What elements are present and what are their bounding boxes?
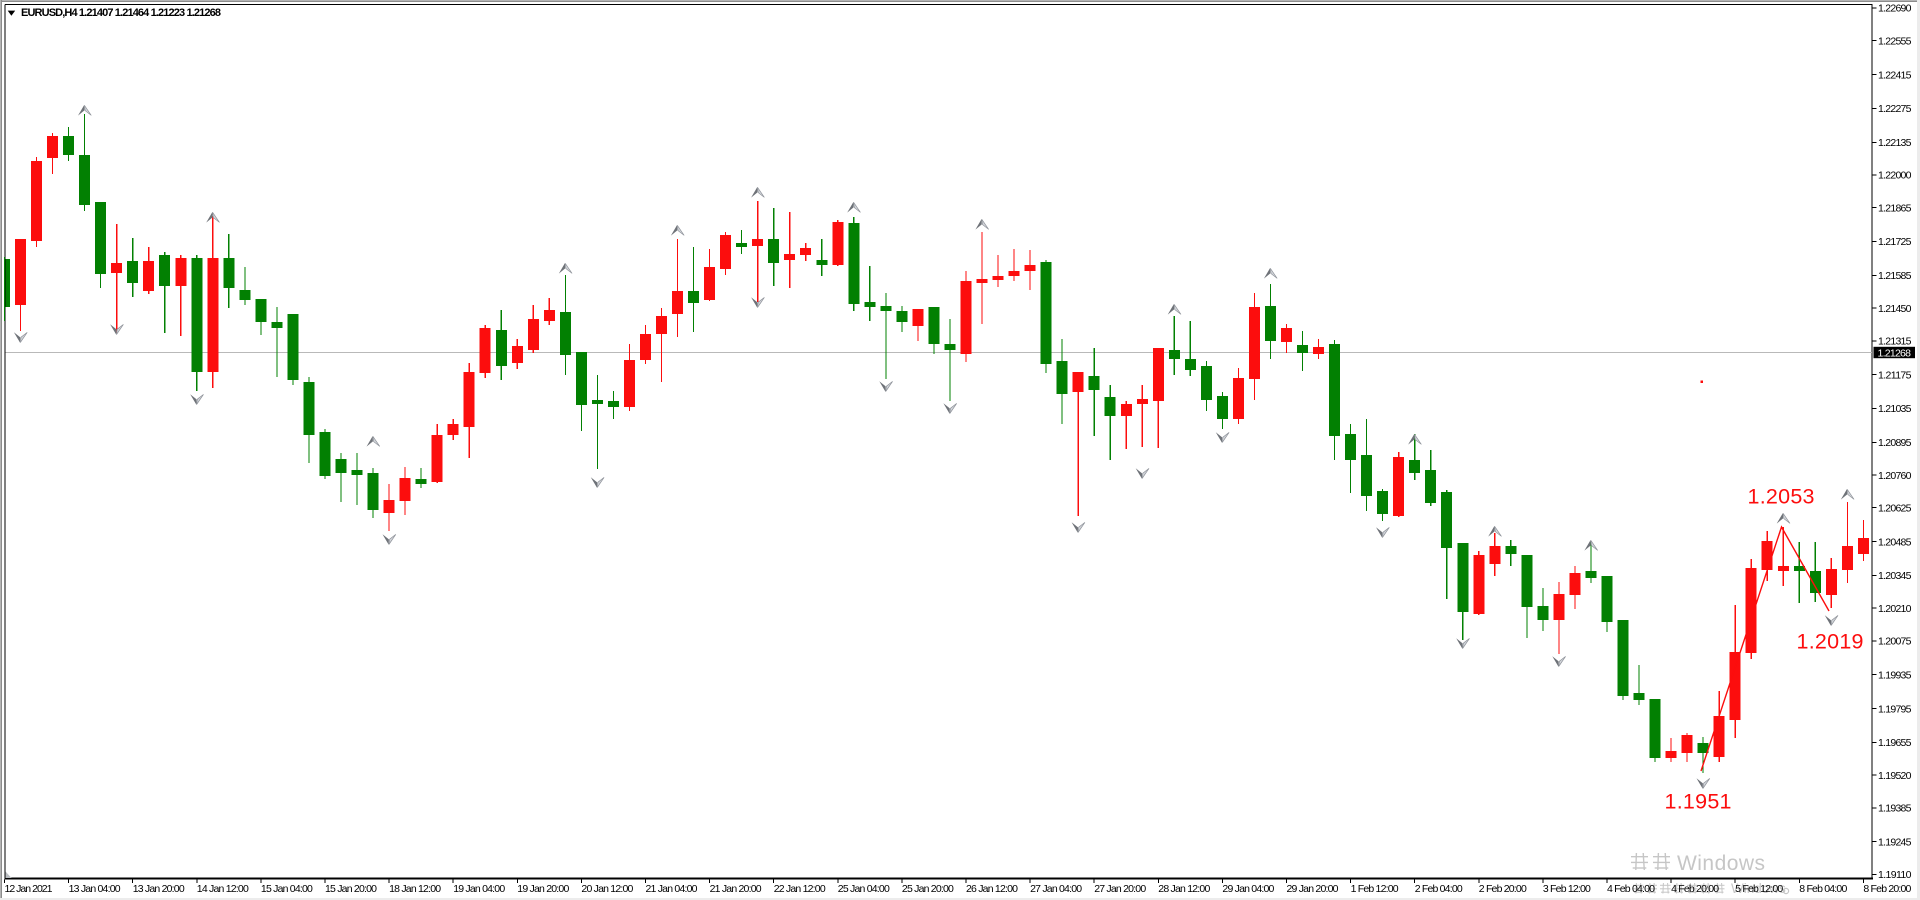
svg-text:19 Jan 20:00: 19 Jan 20:00 <box>517 883 569 895</box>
svg-text:1.19935: 1.19935 <box>1878 669 1912 681</box>
svg-text:1.20625: 1.20625 <box>1878 502 1912 514</box>
svg-text:15 Jan 04:00: 15 Jan 04:00 <box>261 883 313 895</box>
svg-text:29 Jan 20:00: 29 Jan 20:00 <box>1287 883 1339 895</box>
svg-text:20 Jan 12:00: 20 Jan 12:00 <box>581 883 633 895</box>
svg-text:1.20075: 1.20075 <box>1878 636 1912 648</box>
svg-text:13 Jan 20:00: 13 Jan 20:00 <box>133 883 185 895</box>
svg-text:1.22275: 1.22275 <box>1878 103 1912 115</box>
svg-text:Windows: Windows <box>1731 881 1786 896</box>
svg-text:12 Jan 2021: 12 Jan 2021 <box>5 883 53 895</box>
svg-text:2 Feb 20:00: 2 Feb 20:00 <box>1479 883 1527 895</box>
svg-text:21 Jan 04:00: 21 Jan 04:00 <box>646 883 698 895</box>
svg-text:1.19245: 1.19245 <box>1878 836 1912 848</box>
svg-text:27 Jan 20:00: 27 Jan 20:00 <box>1094 883 1146 895</box>
svg-text:1.19385: 1.19385 <box>1878 803 1912 815</box>
svg-text:18 Jan 12:00: 18 Jan 12:00 <box>389 883 441 895</box>
svg-text:1.2053: 1.2053 <box>1748 485 1815 509</box>
svg-text:4 Feb 20:00: 4 Feb 20:00 <box>1671 883 1719 895</box>
svg-text:1.20895: 1.20895 <box>1878 437 1912 449</box>
svg-text:1.22135: 1.22135 <box>1878 137 1912 149</box>
svg-text:1.21175: 1.21175 <box>1878 369 1912 381</box>
svg-text:1.22555: 1.22555 <box>1878 35 1912 47</box>
svg-text:14 Jan 12:00: 14 Jan 12:00 <box>197 883 249 895</box>
svg-text:1.20210: 1.20210 <box>1878 603 1912 615</box>
svg-text:26 Jan 12:00: 26 Jan 12:00 <box>966 883 1018 895</box>
svg-text:1.22690: 1.22690 <box>1878 3 1912 15</box>
svg-text:1.21450: 1.21450 <box>1878 303 1912 315</box>
svg-text:21 Jan 20:00: 21 Jan 20:00 <box>710 883 762 895</box>
svg-text:EURUSD,H4 1.21407 1.21464 1.2: EURUSD,H4 1.21407 1.21464 1.21223 1.2126… <box>21 7 221 19</box>
svg-text:1.20485: 1.20485 <box>1878 536 1912 548</box>
svg-text:29 Jan 04:00: 29 Jan 04:00 <box>1222 883 1274 895</box>
svg-text:4 Feb 04:00: 4 Feb 04:00 <box>1607 883 1655 895</box>
svg-text:28 Jan 12:00: 28 Jan 12:00 <box>1158 883 1210 895</box>
svg-text:1.2019: 1.2019 <box>1797 630 1864 654</box>
svg-text:1.19655: 1.19655 <box>1878 737 1912 749</box>
svg-text:1.20760: 1.20760 <box>1878 470 1912 482</box>
svg-text:1.20345: 1.20345 <box>1878 570 1912 582</box>
svg-text:Windows: Windows <box>1677 852 1765 875</box>
svg-text:19 Jan 04:00: 19 Jan 04:00 <box>453 883 505 895</box>
svg-text:5 Feb 12:00: 5 Feb 12:00 <box>1735 883 1783 895</box>
svg-text:1.21315: 1.21315 <box>1878 336 1912 348</box>
svg-text:8 Feb 20:00: 8 Feb 20:00 <box>1863 883 1911 895</box>
svg-text:2 Feb 04:00: 2 Feb 04:00 <box>1415 883 1463 895</box>
svg-text:1.21725: 1.21725 <box>1878 236 1912 248</box>
svg-text:1.21035: 1.21035 <box>1878 403 1912 415</box>
svg-text:1 Feb 12:00: 1 Feb 12:00 <box>1351 883 1399 895</box>
svg-text:3 Feb 12:00: 3 Feb 12:00 <box>1543 883 1591 895</box>
svg-text:1.1951: 1.1951 <box>1665 790 1732 814</box>
svg-text:1.19795: 1.19795 <box>1878 703 1912 715</box>
svg-text:8 Feb 04:00: 8 Feb 04:00 <box>1799 883 1847 895</box>
svg-text:1.21865: 1.21865 <box>1878 202 1912 214</box>
svg-text:1.21268: 1.21268 <box>1878 347 1912 359</box>
svg-text:27 Jan 04:00: 27 Jan 04:00 <box>1030 883 1082 895</box>
svg-text:22 Jan 12:00: 22 Jan 12:00 <box>774 883 826 895</box>
svg-text:1.22415: 1.22415 <box>1878 69 1912 81</box>
svg-text:13 Jan 04:00: 13 Jan 04:00 <box>69 883 121 895</box>
svg-text:1.19520: 1.19520 <box>1878 770 1912 782</box>
svg-text:1.22000: 1.22000 <box>1878 170 1912 182</box>
svg-text:15 Jan 20:00: 15 Jan 20:00 <box>325 883 377 895</box>
svg-text:1.19110: 1.19110 <box>1878 869 1912 881</box>
svg-text:25 Jan 04:00: 25 Jan 04:00 <box>838 883 890 895</box>
svg-text:1.21585: 1.21585 <box>1878 270 1912 282</box>
svg-text:25 Jan 20:00: 25 Jan 20:00 <box>902 883 954 895</box>
